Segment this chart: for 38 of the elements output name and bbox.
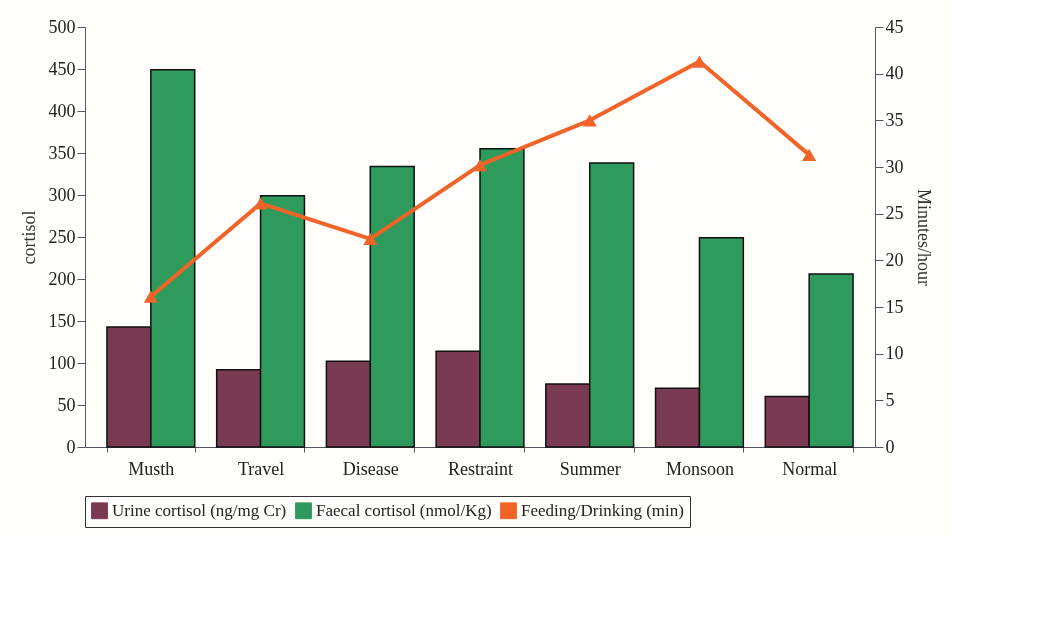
y2-tick-label: 45 xyxy=(885,16,904,37)
legend-label: Urine cortisol (ng/mg Cr) xyxy=(112,500,287,520)
y2-tick-label: 25 xyxy=(885,203,904,224)
x-tick-label: Restraint xyxy=(448,458,513,479)
y-tick-label: 100 xyxy=(48,352,76,373)
y2-tick-label: 5 xyxy=(885,389,895,410)
x-tick-label: Normal xyxy=(782,458,838,479)
x-tick-label: Musth xyxy=(128,458,175,479)
y-tick-label: 150 xyxy=(48,310,76,331)
y-tick-label: 450 xyxy=(48,58,76,79)
y-tick-label: 0 xyxy=(66,436,76,457)
legend-label: Feeding/Drinking (min) xyxy=(521,500,684,520)
y2-axis-title: Minutes/hour xyxy=(913,189,934,286)
y2-tick-label: 15 xyxy=(885,296,904,317)
y-tick-label: 200 xyxy=(48,268,76,289)
point xyxy=(582,114,597,127)
y2-tick-label: 40 xyxy=(885,63,904,84)
point xyxy=(143,290,158,303)
legend-label: Faecal cortisol (nmol/Kg) xyxy=(316,500,492,520)
x-tick-label: Monsoon xyxy=(665,458,734,479)
y2-tick-label: 35 xyxy=(885,109,904,130)
point xyxy=(472,159,488,172)
y2-tick-label: 10 xyxy=(885,343,904,364)
y-tick-label: 250 xyxy=(48,226,76,247)
x-tick-label: Disease xyxy=(342,458,399,479)
x-tick-label: Travel xyxy=(237,458,285,479)
y-tick-label: 500 xyxy=(48,16,76,37)
y-tick-label: 400 xyxy=(48,100,76,121)
x-tick-label: Summer xyxy=(559,458,621,479)
y2-tick-label: 20 xyxy=(885,249,904,270)
y2-tick-label: 30 xyxy=(885,156,904,177)
y-axis-title: cortisol xyxy=(18,210,39,265)
y-tick-label: 50 xyxy=(57,394,76,415)
point xyxy=(802,148,817,161)
y-tick-label: 300 xyxy=(48,184,76,205)
y-tick-label: 350 xyxy=(48,142,76,163)
y2-tick-label: 0 xyxy=(885,436,895,457)
point xyxy=(363,232,378,245)
